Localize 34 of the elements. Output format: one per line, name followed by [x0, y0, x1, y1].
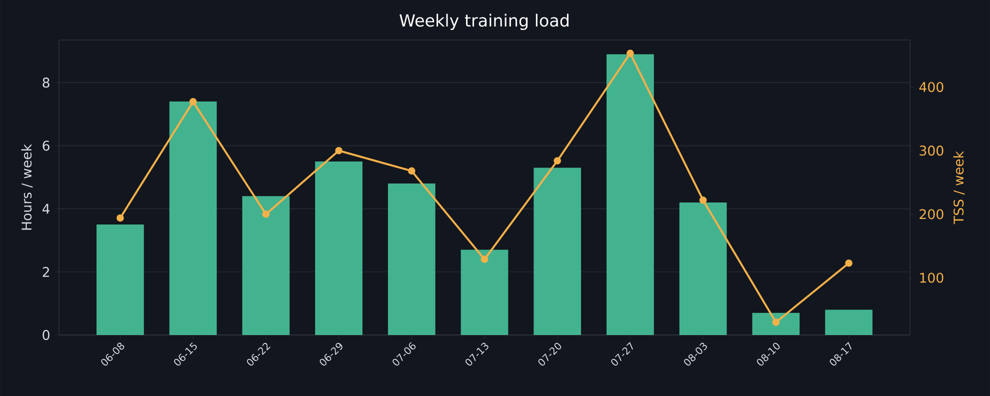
y-tick-label: 6	[42, 140, 50, 151]
y-axis-title: Hours / week	[21, 144, 33, 230]
bar	[825, 310, 872, 335]
bar	[534, 168, 582, 335]
bar	[169, 102, 217, 335]
point	[116, 214, 124, 222]
bar	[606, 54, 654, 335]
point	[189, 98, 197, 106]
point	[699, 196, 707, 204]
point	[626, 50, 634, 58]
y2-tick-label: 200	[920, 209, 944, 220]
y-tick-label: 0	[42, 330, 50, 340]
point	[845, 259, 852, 267]
bar	[388, 184, 436, 335]
chart-title: Weekly training load	[400, 14, 568, 30]
bar	[679, 202, 727, 335]
point	[554, 157, 562, 164]
y2-tick-label: 300	[920, 146, 944, 156]
point	[262, 210, 270, 218]
bar	[752, 312, 800, 335]
y-tick-label: 8	[42, 78, 50, 88]
point	[772, 318, 780, 326]
y2-tick-label: 400	[919, 82, 944, 92]
point	[408, 167, 416, 175]
y-tick-label: 2	[42, 266, 49, 277]
y-tick-label: 4	[42, 204, 50, 214]
point	[335, 146, 342, 154]
bar	[315, 161, 362, 335]
bar	[460, 250, 508, 335]
point	[480, 256, 488, 263]
bar	[96, 224, 144, 335]
bar	[242, 196, 290, 335]
y2-axis-title: TSS / week	[953, 150, 965, 224]
y2-tick-label: 100	[920, 272, 944, 283]
